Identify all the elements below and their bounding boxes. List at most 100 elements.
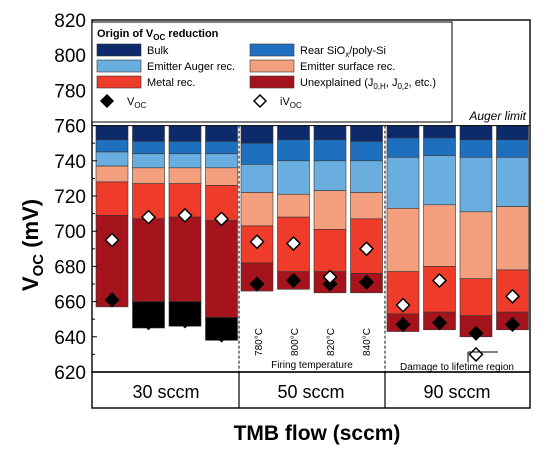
bar-segment-4-2 (205, 141, 238, 155)
bar-segment-2-1 (132, 125, 165, 142)
bar-segment-1-4 (95, 165, 129, 183)
bar-segment-7-1 (313, 125, 347, 140)
y-tick-label-780: 780 (54, 81, 86, 102)
legend-label-6: Unexplained (J0,H, J0,2, etc.) (300, 77, 436, 91)
ivoc-marker-10 (431, 272, 448, 289)
bar-segment-11-1 (459, 125, 493, 140)
legend-label-3: Emitter Auger rec. (147, 61, 235, 73)
bar-segment-3-2 (168, 141, 202, 155)
legend-label-4: Emitter surface rec. (300, 61, 395, 73)
bar-segment-3-4 (168, 167, 202, 184)
y-tick-label-820: 820 (54, 11, 86, 32)
legend-swatch-5 (96, 75, 142, 89)
bar-segment-5-3 (240, 164, 274, 193)
y-tick-label-620: 620 (54, 363, 86, 384)
legend-items: Bulk Rear SiOx/poly-Si Emitter Auger rec. E… (96, 43, 436, 110)
legend-swatch-6 (249, 75, 295, 89)
ivoc-marker-7 (322, 269, 338, 285)
bar-segment-6-3 (277, 160, 310, 195)
bar-segment-6-4 (277, 193, 310, 218)
bar-segment-11-3 (459, 156, 493, 213)
bar-segment-7-4 (313, 190, 347, 230)
legend-swatch-3 (96, 59, 142, 73)
voc-marker-5 (249, 276, 265, 292)
legend-title: Origin of VOC reduction (97, 28, 219, 42)
bar-segment-2-6 (132, 218, 165, 302)
bar-segment-2-2 (132, 141, 165, 155)
y-tick-label-760: 760 (54, 117, 86, 138)
bar-segment-7-3 (313, 160, 347, 192)
bar-segment-12-4 (496, 206, 529, 271)
bar-segment-5-1 (240, 125, 274, 144)
legend-swatch-1 (96, 43, 142, 57)
bars-layer (95, 125, 529, 341)
ivoc-marker-4 (213, 211, 230, 227)
bar-segment-4-1 (205, 125, 238, 142)
group-label-30: 30 sccm (132, 382, 199, 402)
firing-temperature-label: Firing temperature (271, 360, 353, 371)
bar-segment-4-4 (205, 167, 238, 186)
bar-segment-12-2 (496, 139, 529, 158)
group-label-90: 90 sccm (423, 382, 490, 402)
bar-segment-8-4 (350, 192, 383, 220)
legend-swatch-2 (249, 43, 295, 57)
bar-segment-7-2 (313, 139, 347, 162)
bar-segment-10-2 (423, 137, 456, 156)
temp-label-780: 780°C (254, 328, 265, 356)
bar-segment-3-6 (168, 216, 202, 302)
voc-marker-3 (177, 313, 193, 329)
ivoc-marker-9 (395, 297, 411, 313)
voc-marker-9 (395, 316, 411, 333)
y-axis-ticks: 620 640 660 680 700 720 740 760 780 800 820 (54, 11, 97, 384)
bar-segment-2-4 (132, 167, 165, 184)
bar-segment-12-1 (496, 125, 529, 140)
legend-label-1: Bulk (147, 45, 169, 57)
ivoc-marker-8 (358, 241, 375, 257)
bar-segment-1-1 (95, 125, 129, 140)
legend-label-2: Rear SiOx/poly-Si (300, 45, 386, 59)
legend-marker-label-1: VOC (127, 96, 147, 110)
bar-segment-2-3 (132, 153, 165, 169)
legend-marker-2 (252, 93, 268, 109)
ivoc-marker-6 (285, 235, 302, 252)
temp-label-800: 800°C (290, 328, 301, 356)
bar-segment-7-5 (313, 229, 347, 272)
y-tick-label-740: 740 (54, 152, 86, 173)
ivoc-marker-1 (104, 232, 120, 248)
bar-segment-12-3 (496, 156, 529, 207)
voc-marker-10 (431, 315, 448, 331)
legend-marker-1 (99, 93, 115, 109)
voc-marker-6 (285, 272, 302, 289)
y-tick-label-800: 800 (54, 46, 86, 67)
bar-segment-9-1 (386, 125, 420, 139)
group-label-50: 50 sccm (277, 382, 344, 402)
bar-segment-6-2 (277, 139, 310, 162)
bar-segment-9-2 (386, 137, 420, 158)
voc-marker-12 (504, 316, 521, 333)
x-axis-label: TMB flow (sccm) (234, 422, 401, 445)
bar-segment-9-3 (386, 156, 420, 209)
bar-segment-6-1 (277, 125, 310, 140)
voc-marker-1 (104, 292, 120, 308)
ivoc-marker-3 (177, 207, 193, 223)
bar-segment-1-3 (95, 151, 129, 167)
y-tick-label-640: 640 (54, 328, 86, 349)
bar-segment-11-4 (459, 211, 493, 280)
bar-segment-1-5 (95, 181, 129, 216)
bar-segment-9-4 (386, 208, 420, 272)
bar-segment-10-3 (423, 155, 456, 206)
bar-segment-4-3 (205, 153, 238, 169)
bar-segment-11-5 (459, 278, 493, 316)
bar-segment-3-3 (168, 153, 202, 169)
bar-segment-5-2 (240, 142, 274, 165)
y-tick-label-680: 680 (54, 257, 86, 278)
bar-segment-3-1 (168, 125, 202, 142)
legend-label-5: Metal rec. (147, 77, 195, 89)
y-tick-label-720: 720 (54, 187, 86, 208)
auger-limit-label: Auger limit (468, 109, 526, 123)
bar-segment-8-2 (350, 141, 383, 162)
bar-segment-10-1 (423, 125, 456, 139)
bar-segment-1-6 (95, 215, 129, 308)
voc-marker-4 (213, 327, 230, 343)
